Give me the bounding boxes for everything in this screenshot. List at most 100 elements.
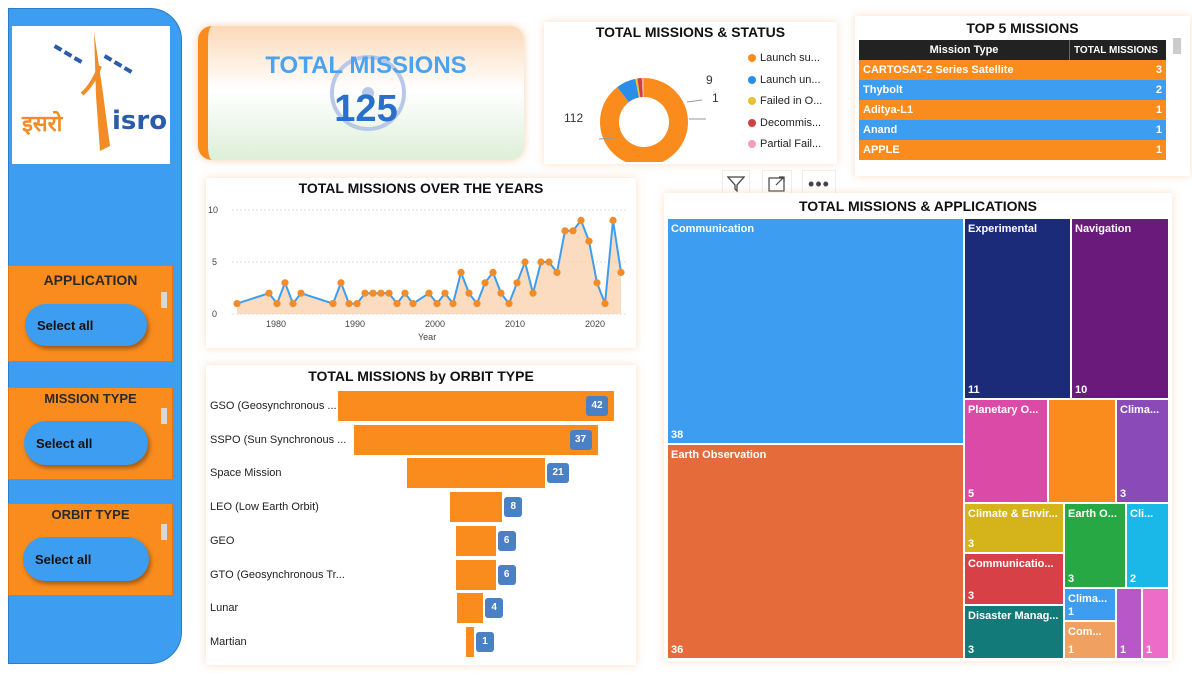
data-point[interactable] <box>385 289 393 297</box>
data-point[interactable] <box>537 258 545 266</box>
data-point[interactable] <box>369 289 377 297</box>
treemap-tile[interactable]: Climate & Envir... 3 <box>964 503 1064 553</box>
data-point[interactable] <box>273 300 281 308</box>
treemap-tile[interactable]: 1 <box>1142 588 1169 659</box>
status-legend-item[interactable]: Failed in O... <box>748 95 822 107</box>
donut-slice[interactable] <box>617 78 640 103</box>
orbit-bar[interactable] <box>407 458 545 489</box>
treemap-tile[interactable]: Com... 1 <box>1064 621 1116 659</box>
orbit-bar[interactable] <box>449 492 503 523</box>
data-point[interactable] <box>281 279 289 287</box>
treemap-tile[interactable]: Clima... 3 <box>1116 399 1169 503</box>
data-point[interactable] <box>609 216 617 224</box>
top5-header-count[interactable]: TOTAL MISSIONS <box>1069 40 1166 60</box>
treemap-tile[interactable]: Communication 38 <box>667 218 964 444</box>
slicer-scrollbar[interactable] <box>161 524 167 540</box>
data-point[interactable] <box>577 216 585 224</box>
treemap-tile[interactable]: Earth Observation 36 <box>667 444 964 659</box>
more-options-icon[interactable]: ••• <box>802 170 836 198</box>
treemap-tile-value: 1 <box>1146 644 1153 656</box>
data-point[interactable] <box>361 289 369 297</box>
application-select-all[interactable]: Select all <box>25 304 147 346</box>
data-point[interactable] <box>521 258 529 266</box>
orbit-bar[interactable] <box>456 593 484 624</box>
data-point[interactable] <box>441 289 449 297</box>
data-point[interactable] <box>401 289 409 297</box>
data-point[interactable] <box>601 300 609 308</box>
table-row[interactable]: Anand 1 <box>859 120 1166 140</box>
treemap-tile[interactable]: Disaster Manag... 3 <box>964 605 1064 659</box>
data-point[interactable] <box>425 289 433 297</box>
data-point[interactable] <box>617 268 625 276</box>
data-point[interactable] <box>353 300 361 308</box>
data-point[interactable] <box>505 300 513 308</box>
donut-slice[interactable] <box>635 78 641 98</box>
data-point[interactable] <box>433 300 441 308</box>
status-legend-item[interactable]: Partial Fail... <box>748 138 821 150</box>
data-point[interactable] <box>513 279 521 287</box>
data-point[interactable] <box>593 279 601 287</box>
donut-slice[interactable] <box>600 78 688 162</box>
years-line-chart <box>232 209 626 315</box>
data-point[interactable] <box>489 268 497 276</box>
data-point[interactable] <box>393 300 401 308</box>
data-point[interactable] <box>457 268 465 276</box>
mission-type-select-all[interactable]: Select all <box>24 421 148 465</box>
data-point[interactable] <box>265 289 273 297</box>
treemap-tile[interactable]: Communicatio... 3 <box>964 553 1064 605</box>
treemap-tile[interactable]: Cli... 2 <box>1126 503 1169 588</box>
treemap-tile-value: 1 <box>1068 606 1075 618</box>
status-legend-item[interactable]: Decommis... <box>748 117 821 129</box>
donut-slice[interactable] <box>637 78 643 98</box>
data-point[interactable] <box>233 300 241 308</box>
area-fill <box>237 220 621 314</box>
data-point[interactable] <box>481 279 489 287</box>
total-missions-kpi-card: TOTAL MISSIONS 125 <box>198 26 524 160</box>
data-point[interactable] <box>377 289 385 297</box>
orbit-data-label: 37 <box>569 429 592 450</box>
top5-header-type[interactable]: Mission Type <box>929 44 999 56</box>
data-point[interactable] <box>529 289 537 297</box>
data-point[interactable] <box>297 289 305 297</box>
status-legend-item[interactable]: Launch su... <box>748 52 820 64</box>
data-point[interactable] <box>289 300 297 308</box>
treemap-tile[interactable]: Clima... 1 <box>1064 588 1116 621</box>
orbit-bar[interactable] <box>354 424 598 455</box>
data-point[interactable] <box>449 300 457 308</box>
slicer-scrollbar[interactable] <box>161 292 167 308</box>
treemap-tile[interactable]: Experimental 11 <box>964 218 1071 399</box>
xtick-1990: 1990 <box>345 319 366 329</box>
table-scrollbar[interactable] <box>1173 38 1181 54</box>
orbit-bar[interactable] <box>456 559 496 590</box>
data-point[interactable] <box>465 289 473 297</box>
table-row[interactable]: APPLE 1 <box>859 140 1166 160</box>
data-point[interactable] <box>561 227 569 235</box>
data-point[interactable] <box>585 237 593 245</box>
orbit-type-select-all[interactable]: Select all <box>23 537 149 581</box>
donut-label-third: 1 <box>712 91 719 105</box>
slicer-scrollbar[interactable] <box>161 408 167 424</box>
table-row[interactable]: CARTOSAT-2 Series Satellite 3 <box>859 60 1166 80</box>
data-point[interactable] <box>409 300 417 308</box>
data-point[interactable] <box>337 279 345 287</box>
treemap-tile[interactable]: Earth O... 3 <box>1064 503 1126 588</box>
data-point[interactable] <box>345 300 353 308</box>
data-point[interactable] <box>497 289 505 297</box>
treemap-tile[interactable]: 1 <box>1116 588 1142 659</box>
orbit-bar[interactable] <box>456 525 496 556</box>
orbit-bar[interactable] <box>338 391 614 421</box>
treemap-tile[interactable] <box>1048 399 1116 503</box>
data-point[interactable] <box>329 300 337 308</box>
treemap-tile[interactable]: Planetary O... 5 <box>964 399 1048 503</box>
legend-marker <box>748 97 756 106</box>
data-point[interactable] <box>545 258 553 266</box>
table-row[interactable]: Thybolt 2 <box>859 80 1166 100</box>
orbit-bar[interactable] <box>466 626 474 657</box>
donut-slice[interactable] <box>641 78 644 98</box>
treemap-tile[interactable]: Navigation 10 <box>1071 218 1169 399</box>
data-point[interactable] <box>553 268 561 276</box>
table-row[interactable]: Aditya-L1 1 <box>859 100 1166 120</box>
data-point[interactable] <box>569 227 577 235</box>
data-point[interactable] <box>473 300 481 308</box>
status-legend-item[interactable]: Launch un... <box>748 74 821 86</box>
